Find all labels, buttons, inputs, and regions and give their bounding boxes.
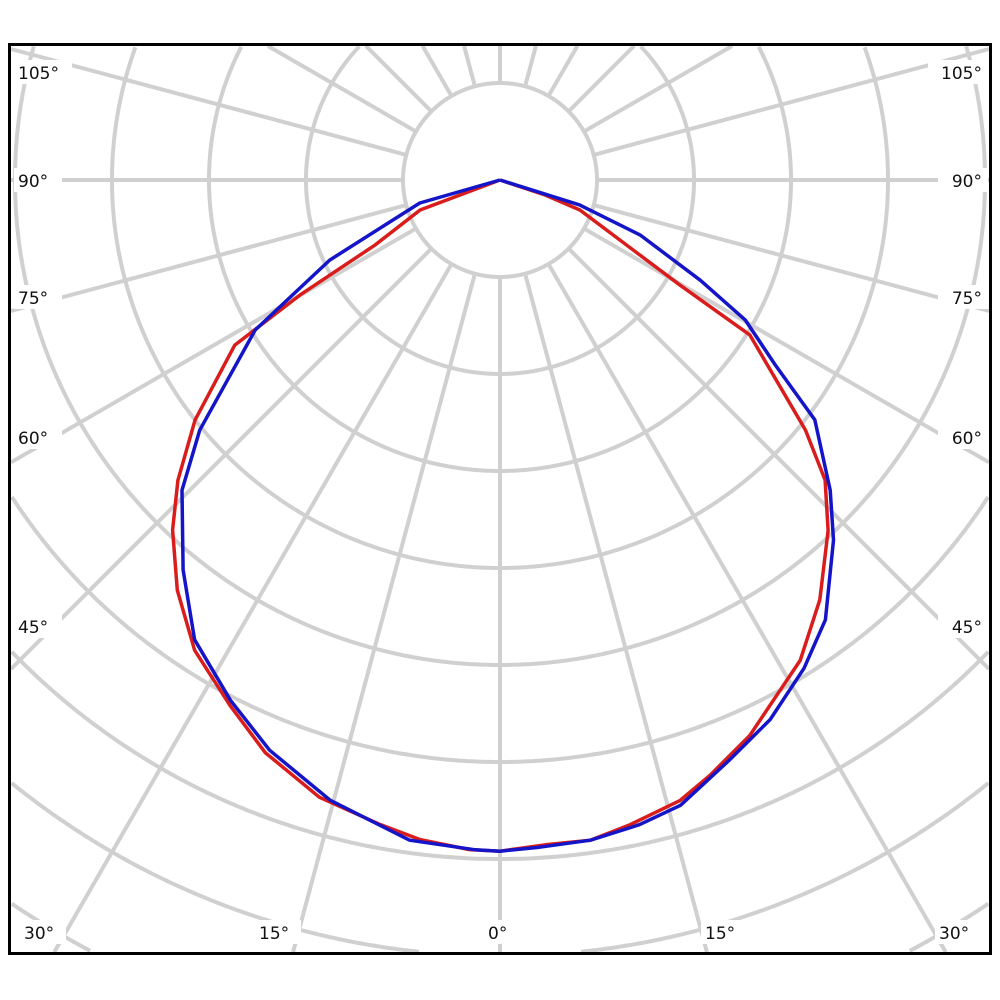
- label-bottom-30-right: 30°: [935, 920, 981, 944]
- grid-spoke: [523, 45, 538, 87]
- angle-label: 75°: [952, 289, 982, 309]
- label-left-45: 45°: [14, 614, 62, 638]
- label-left-75: 75°: [14, 285, 62, 309]
- angle-label: 75°: [18, 289, 48, 309]
- grid-spoke: [10, 226, 417, 465]
- grid-spoke: [9, 247, 433, 671]
- angle-label: 105°: [18, 64, 59, 84]
- angle-label: 0°: [488, 924, 507, 944]
- grid-ring: [10, 650, 990, 861]
- angle-label: 30°: [24, 924, 54, 944]
- grid-spoke: [420, 44, 454, 98]
- angle-label: 30°: [939, 924, 969, 944]
- grid-spoke: [52, 263, 454, 953]
- angle-label: 90°: [952, 172, 982, 192]
- label-bottom-0: 0°: [484, 920, 518, 944]
- grid-spoke: [593, 47, 990, 157]
- grid-ring: [110, 46, 890, 570]
- label-left-90: 90°: [14, 168, 62, 192]
- label-right-105: 105°: [928, 60, 988, 84]
- label-left-60: 60°: [14, 425, 62, 449]
- polar-grid: [9, 44, 991, 954]
- label-right-45: 45°: [938, 614, 988, 638]
- label-bottom-30-left: 30°: [20, 920, 66, 944]
- series-curve-2: [180, 178, 836, 853]
- grid-spoke: [10, 203, 407, 313]
- grid-spoke: [10, 47, 407, 157]
- angle-label: 45°: [18, 618, 48, 638]
- grid-ring: [13, 45, 987, 667]
- grid-spoke: [567, 247, 991, 671]
- angle-label: 60°: [952, 429, 982, 449]
- grid-ring: [10, 781, 990, 954]
- label-right-75: 75°: [938, 285, 988, 309]
- grid-spoke: [462, 45, 477, 87]
- grid-spoke: [364, 44, 433, 113]
- grid-spoke: [567, 44, 636, 113]
- label-right-60: 60°: [938, 425, 988, 449]
- angle-labels: 105° 90° 75° 60° 45° 105° 90° 75° 60° 45…: [14, 60, 988, 944]
- label-right-90: 90°: [938, 168, 988, 192]
- grid-spoke: [291, 273, 477, 953]
- angle-label: 60°: [18, 429, 48, 449]
- angle-label: 15°: [705, 924, 735, 944]
- grid-spoke: [593, 203, 990, 313]
- angle-label: 45°: [952, 618, 982, 638]
- label-bottom-15-left: 15°: [255, 920, 301, 944]
- grid-spoke: [266, 44, 417, 134]
- label-bottom-15-right: 15°: [701, 920, 747, 944]
- grid-spoke: [583, 226, 990, 465]
- grid-spoke: [583, 44, 734, 134]
- angle-label: 90°: [18, 172, 48, 192]
- grid-ring: [304, 45, 696, 376]
- angle-label: 105°: [941, 64, 982, 84]
- angle-label: 15°: [259, 924, 289, 944]
- label-left-105: 105°: [14, 60, 72, 84]
- curves: [170, 178, 836, 853]
- grid-spoke: [523, 273, 709, 953]
- grid-spoke: [546, 44, 580, 98]
- grid-spoke: [546, 263, 948, 953]
- chart-frame: [8, 43, 992, 955]
